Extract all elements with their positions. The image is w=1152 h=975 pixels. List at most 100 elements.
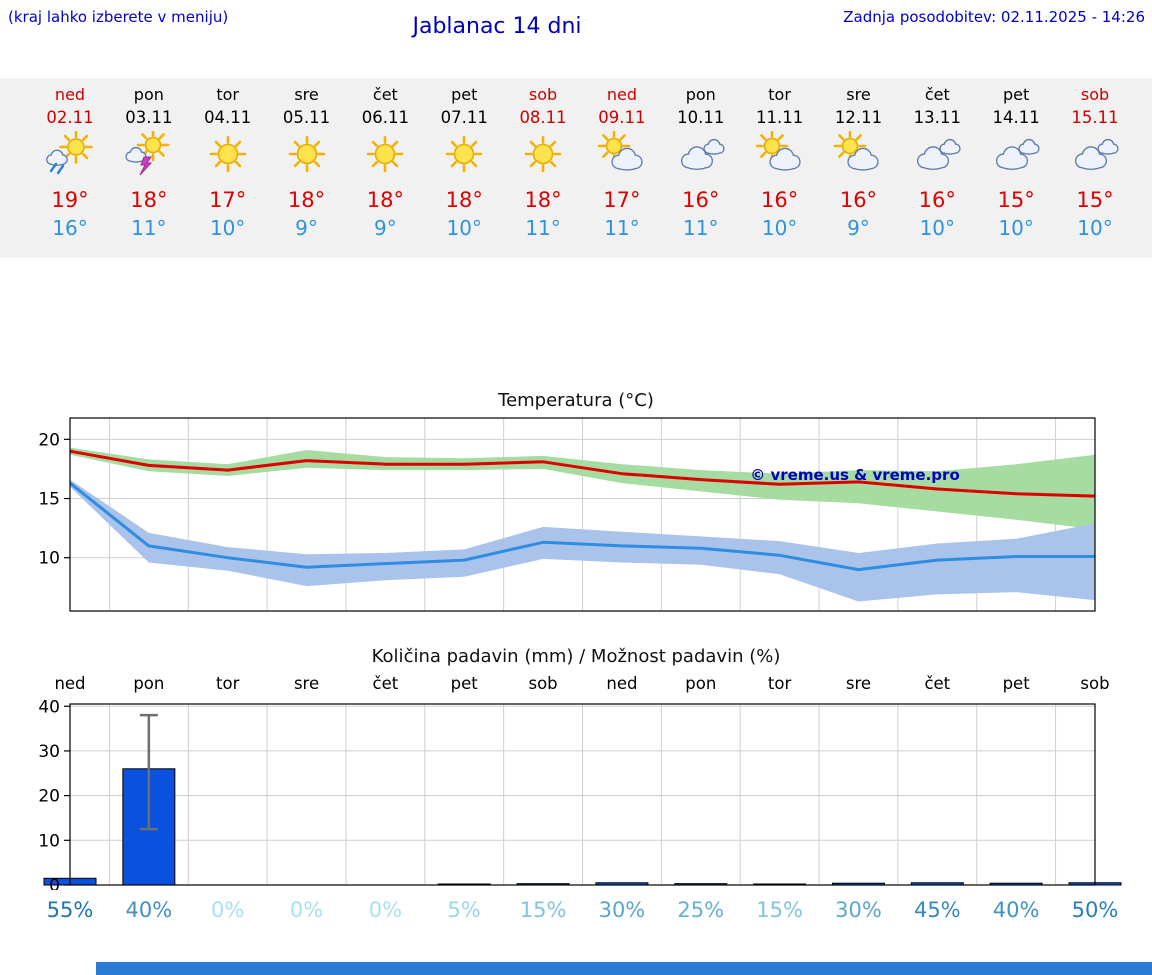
sun-ray <box>471 140 478 148</box>
day-min-temp: 10° <box>998 216 1034 240</box>
day-max-temp: 18° <box>445 188 483 212</box>
forecast-strip: ned 02.11 19° 16° pon 03.11 18° 11° tor 04.11 17° 1… <box>0 78 1152 258</box>
cloud-shape <box>772 158 798 170</box>
max-temp-uncertainty-band <box>70 447 1095 530</box>
sun-rain-icon <box>46 130 93 175</box>
sun-icon <box>209 135 246 173</box>
footer-bar <box>96 962 1152 975</box>
day-max-temp: 17° <box>209 188 247 212</box>
sun-ray <box>759 151 767 158</box>
day-weather-icon <box>581 129 663 185</box>
precipitation-chart-block: Količina padavin (mm) / Možnost padavin … <box>0 644 1152 930</box>
day-max-temp: 16° <box>918 188 956 212</box>
precip-day-label: sob <box>1080 674 1110 693</box>
sun-disc <box>217 143 238 165</box>
y-tick-label: 10 <box>38 831 60 851</box>
precip-day-label: sre <box>845 674 872 693</box>
sun-disc <box>67 138 85 156</box>
cloud-icon <box>1075 138 1119 170</box>
precip-probability: 40% <box>125 898 173 922</box>
day-min-temp: 10° <box>209 216 246 240</box>
sun-ray <box>619 134 626 141</box>
precip-probability: 0% <box>211 898 245 922</box>
y-tick-label: 40 <box>38 700 60 717</box>
day-date: 07.11 <box>440 108 488 127</box>
precip-day-label: pet <box>450 674 478 693</box>
sun-disc <box>605 137 623 155</box>
sun-icon <box>445 135 483 173</box>
day-max-temp: 18° <box>524 188 562 212</box>
day-name: sob <box>528 85 558 104</box>
min-temp-uncertainty-band <box>70 479 1095 602</box>
day-date: 12.11 <box>834 108 883 127</box>
day-date: 15.11 <box>1071 108 1119 127</box>
cloud-shape <box>48 157 66 165</box>
day-weather-icon <box>975 129 1057 185</box>
precip-probability: 0% <box>368 898 403 922</box>
cloud-shape <box>1078 157 1104 169</box>
day-date: 14.11 <box>992 108 1040 127</box>
forecast-day-09.11: ned 09.11 17° 11° <box>581 84 663 242</box>
day-max-temp: 19° <box>51 188 89 212</box>
day-weather-icon <box>29 129 111 185</box>
day-name: sre <box>294 85 319 104</box>
day-min-temp: 11° <box>525 216 561 240</box>
precip-probability: 30% <box>835 898 882 922</box>
cloud-shape <box>127 154 144 162</box>
cloud-icon <box>917 138 961 170</box>
day-date: 08.11 <box>519 108 567 127</box>
sun-ray <box>313 160 320 168</box>
day-name: čet <box>924 85 950 104</box>
sun-disc <box>532 143 554 165</box>
sun-ray <box>313 140 320 148</box>
sun-ray <box>838 134 846 141</box>
day-date: 03.11 <box>125 108 173 127</box>
y-tick-label: 0 <box>49 876 60 890</box>
sun-ray <box>759 134 767 141</box>
day-max-temp: 18° <box>130 188 168 212</box>
day-min-temp: 16° <box>52 216 88 240</box>
sun-ray <box>450 160 458 168</box>
day-max-temp: 16° <box>760 188 799 212</box>
precip-probability: 50% <box>1071 898 1119 922</box>
day-min-temp: 9° <box>374 216 397 240</box>
precip-probability: 30% <box>598 898 646 922</box>
precip-probability: 5% <box>447 898 481 922</box>
forecast-day-06.11: čet 06.11 18° 9° <box>344 84 426 242</box>
y-tick-label: 20 <box>38 430 60 450</box>
precip-day-label: ned <box>606 674 638 693</box>
day-max-temp: 15° <box>997 188 1035 212</box>
day-max-temp: 18° <box>287 188 326 212</box>
forecast-day-10.11: pon 10.11 16° 11° <box>660 84 742 242</box>
forecast-day-12.11: sre 12.11 16° 9° <box>817 84 899 242</box>
forecast-day-08.11: sob 08.11 18° 11° <box>502 84 584 242</box>
sun-ray <box>81 134 89 142</box>
chart-border <box>69 703 1096 886</box>
y-tick-label: 20 <box>38 787 60 807</box>
day-max-temp: 16° <box>839 188 878 212</box>
day-weather-icon <box>423 129 505 185</box>
cloud-shape <box>683 157 710 169</box>
sun-ray <box>293 140 300 148</box>
location-menu-hint[interactable]: (kraj lahko izberete v meniju) <box>8 8 229 26</box>
day-date: 04.11 <box>204 108 252 127</box>
sun-cloud-icon <box>597 129 643 171</box>
forecast-day-03.11: pon 03.11 18° 11° <box>108 84 190 242</box>
sun-ray <box>602 134 609 141</box>
day-name: čet <box>372 85 398 104</box>
precip-day-label: čet <box>372 674 399 693</box>
cloud-icon <box>996 138 1040 170</box>
watermark-link[interactable]: © vreme.us & vreme.pro <box>750 466 960 484</box>
precip-day-label: ned <box>54 674 86 693</box>
precip-day-label: tor <box>767 674 792 693</box>
precip-probability: 40% <box>992 898 1040 922</box>
day-name: pet <box>1003 85 1030 104</box>
cloud-shape <box>705 146 722 154</box>
precip-day-label: sob <box>528 674 558 693</box>
day-weather-icon <box>344 129 426 185</box>
forecast-day-02.11: ned 02.11 19° 16° <box>29 84 111 242</box>
sun-ray <box>529 140 537 148</box>
cloud-shape <box>1099 146 1117 154</box>
day-name: pon <box>685 85 716 104</box>
temperature-chart-block: Temperatura (°C) 10 15 20 © vreme.us & vrem… <box>0 388 1152 616</box>
